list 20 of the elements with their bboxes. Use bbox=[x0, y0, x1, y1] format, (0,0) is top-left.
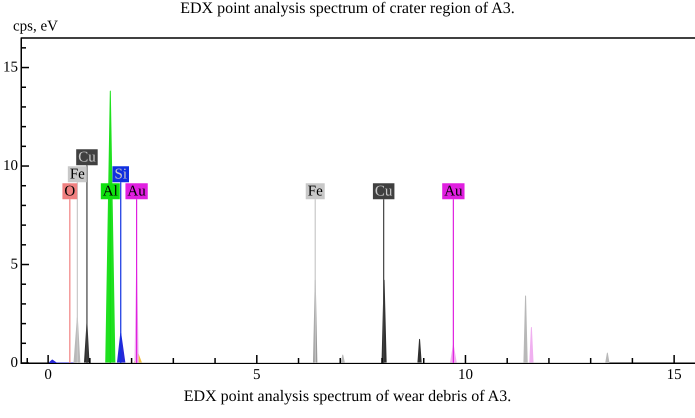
ref-line-label: Cu bbox=[374, 184, 393, 200]
ref-line-label: Au bbox=[127, 184, 146, 200]
x-tick-label: 5 bbox=[253, 366, 261, 383]
ref-line-label: Au bbox=[444, 184, 464, 200]
ref-line-label: O bbox=[64, 184, 76, 200]
ref-line-label: Si bbox=[114, 166, 127, 183]
y-axis-title: cps, eV bbox=[13, 18, 58, 34]
ref-line-label: Fe bbox=[308, 184, 324, 200]
ref-line-label: Cu bbox=[78, 150, 96, 166]
y-tick-label: 10 bbox=[3, 158, 18, 174]
x-tick-label: 10 bbox=[458, 366, 473, 383]
ref-line-label: Fe bbox=[70, 166, 86, 183]
x-tick-label: 15 bbox=[666, 366, 682, 383]
y-tick-label: 0 bbox=[10, 354, 18, 371]
text: EDX point analysis spectrum of wear debris of A3. bbox=[182, 387, 512, 407]
x-tick-label: 0 bbox=[44, 366, 52, 383]
ref-line-label: Al bbox=[102, 184, 118, 200]
y-tick-label: 15 bbox=[3, 59, 18, 76]
chart-title: EDX point analysis spectrum of crater region of A3. bbox=[179, 0, 516, 18]
y-tick-label: 5 bbox=[10, 256, 18, 272]
